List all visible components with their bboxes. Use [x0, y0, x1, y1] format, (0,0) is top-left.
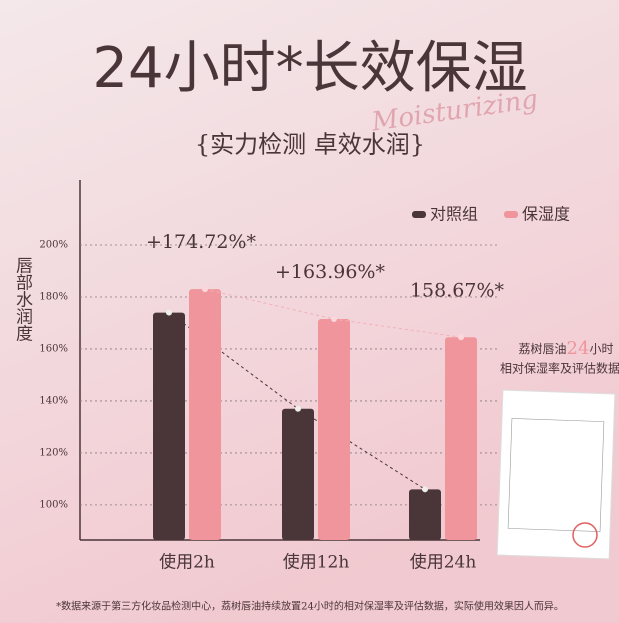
bar: [318, 319, 350, 540]
annotation: +163.96%*: [275, 261, 385, 283]
x-tick-label: 使用2h: [159, 552, 215, 573]
legend-swatch: [504, 211, 518, 218]
y-tick-label: 180%: [39, 291, 68, 302]
bar-dot: [202, 286, 208, 293]
report: [496, 389, 616, 560]
bar: [282, 408, 314, 540]
legend-label: 对照组: [430, 205, 478, 224]
y-tick-label: 160%: [39, 343, 68, 354]
bar: [445, 337, 477, 540]
y-axis-label: 唇部水润度: [12, 257, 33, 342]
annotation: +174.72%*: [146, 231, 256, 253]
note: 荔树唇油24小时: [519, 338, 614, 359]
bar-dot: [331, 316, 337, 323]
y-tick-label: 140%: [39, 395, 68, 406]
x-tick-label: 使用12h: [283, 552, 350, 573]
bar: [189, 289, 221, 540]
y-tick-label: 200%: [39, 239, 68, 250]
x-tick-label: 使用24h: [410, 552, 477, 573]
y-tick-label: 120%: [39, 447, 68, 458]
note-part: 荔树唇油: [519, 341, 567, 356]
legend-swatch: [412, 211, 426, 218]
bar-dot: [422, 486, 428, 493]
bar-dot: [166, 309, 172, 316]
bar: [409, 489, 441, 540]
annotation: 158.67%*: [410, 279, 505, 301]
bar: [153, 312, 185, 540]
y-tick-label: 100%: [39, 499, 68, 510]
footnote: *数据来源于第三方化妆品检测中心，荔树唇油持续放置24小时的相对保湿率及评估数据…: [56, 600, 564, 613]
chart-title: 24小时*长效保湿: [92, 36, 527, 101]
bar-dot: [458, 334, 464, 341]
subtitle: {实力检测 卓效水润}: [195, 131, 425, 159]
note2: 相对保湿率及评估数据: [500, 361, 619, 376]
note-part: 24: [567, 338, 590, 359]
legend-label: 保湿度: [522, 205, 570, 224]
note-part: 小时: [589, 342, 613, 356]
bar-dot: [295, 405, 301, 412]
